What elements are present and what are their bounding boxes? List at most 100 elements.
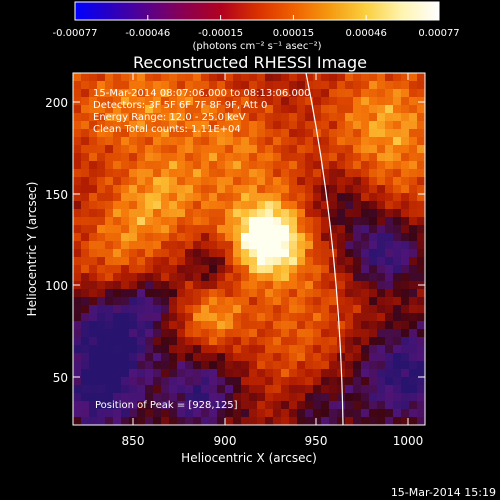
- heatmap-cell: [169, 273, 177, 281]
- heatmap-cell: [105, 249, 113, 257]
- heatmap-cell: [145, 297, 153, 305]
- heatmap-cell: [161, 233, 169, 241]
- heatmap-cell: [177, 385, 185, 393]
- heatmap-cell: [393, 369, 401, 377]
- heatmap-cell: [289, 193, 297, 201]
- heatmap-cell: [177, 257, 185, 265]
- heatmap-cell: [409, 169, 417, 177]
- heatmap-cell: [89, 121, 97, 129]
- heatmap-cell: [217, 401, 225, 409]
- heatmap-cell: [329, 377, 337, 385]
- heatmap-cell: [401, 241, 409, 249]
- heatmap-cell: [417, 345, 425, 353]
- heatmap-cell: [185, 113, 193, 121]
- heatmap-cell: [393, 97, 401, 105]
- heatmap-cell: [209, 417, 217, 425]
- heatmap-cell: [297, 97, 305, 105]
- heatmap-cell: [321, 73, 329, 81]
- heatmap-cell: [129, 281, 137, 289]
- heatmap-cell: [257, 185, 265, 193]
- heatmap-cell: [393, 321, 401, 329]
- heatmap-cell: [105, 145, 113, 153]
- heatmap-cell: [201, 345, 209, 353]
- heatmap-cell: [193, 337, 201, 345]
- heatmap-cell: [289, 385, 297, 393]
- heatmap-cell: [337, 81, 345, 89]
- heatmap-cell: [329, 193, 337, 201]
- heatmap-cell: [297, 217, 305, 225]
- heatmap-cell: [265, 377, 273, 385]
- heatmap-cell: [161, 393, 169, 401]
- heatmap-cell: [161, 209, 169, 217]
- heatmap-cell: [153, 265, 161, 273]
- heatmap-cell: [241, 297, 249, 305]
- heatmap-cell: [153, 81, 161, 89]
- heatmap-cell: [145, 209, 153, 217]
- heatmap-cell: [353, 337, 361, 345]
- heatmap-cell: [305, 209, 313, 217]
- heatmap-cell: [345, 273, 353, 281]
- heatmap-cell: [289, 257, 297, 265]
- heatmap-cell: [225, 129, 233, 137]
- heatmap-cell: [201, 409, 209, 417]
- heatmap-cell: [289, 401, 297, 409]
- heatmap-cell: [97, 145, 105, 153]
- heatmap-cell: [409, 409, 417, 417]
- heatmap-cell: [193, 105, 201, 113]
- heatmap-cell: [337, 209, 345, 217]
- heatmap-cell: [345, 337, 353, 345]
- heatmap-cell: [289, 409, 297, 417]
- heatmap-cell: [401, 297, 409, 305]
- heatmap-cell: [177, 353, 185, 361]
- heatmap-cell: [185, 417, 193, 425]
- heatmap-cell: [145, 369, 153, 377]
- heatmap-cell: [169, 257, 177, 265]
- heatmap-cell: [129, 89, 137, 97]
- heatmap-cell: [233, 345, 241, 353]
- heatmap-cell: [337, 321, 345, 329]
- heatmap-cell: [297, 305, 305, 313]
- heatmap-cell: [113, 233, 121, 241]
- heatmap-cell: [401, 281, 409, 289]
- heatmap-cell: [209, 369, 217, 377]
- heatmap-cell: [321, 201, 329, 209]
- heatmap-cell: [329, 361, 337, 369]
- heatmap-cell: [313, 169, 321, 177]
- heatmap-cell: [257, 377, 265, 385]
- heatmap-cell: [201, 361, 209, 369]
- heatmap-cell: [217, 201, 225, 209]
- heatmap-cell: [145, 281, 153, 289]
- heatmap-cell: [393, 281, 401, 289]
- heatmap-cell: [345, 321, 353, 329]
- heatmap-cell: [97, 289, 105, 297]
- heatmap-cell: [169, 193, 177, 201]
- heatmap-cell: [313, 185, 321, 193]
- heatmap-cell: [241, 129, 249, 137]
- heatmap-cell: [297, 345, 305, 353]
- heatmap-cell: [145, 409, 153, 417]
- heatmap-cell: [257, 401, 265, 409]
- heatmap-cell: [177, 193, 185, 201]
- heatmap-cell: [265, 305, 273, 313]
- heatmap-cell: [73, 113, 81, 121]
- heatmap-cell: [97, 73, 105, 81]
- heatmap-cell: [393, 113, 401, 121]
- heatmap-cell: [161, 265, 169, 273]
- heatmap-cell: [273, 273, 281, 281]
- heatmap-cell: [377, 353, 385, 361]
- heatmap-cell: [345, 329, 353, 337]
- heatmap-cell: [265, 145, 273, 153]
- heatmap-cell: [185, 329, 193, 337]
- heatmap-cell: [257, 217, 265, 225]
- heatmap-cell: [169, 105, 177, 113]
- heatmap-cell: [409, 161, 417, 169]
- heatmap-cell: [145, 97, 153, 105]
- heatmap-cell: [409, 201, 417, 209]
- heatmap-cell: [265, 241, 273, 249]
- heatmap-cell: [177, 217, 185, 225]
- heatmap-cell: [273, 209, 281, 217]
- heatmap-cell: [73, 73, 81, 81]
- heatmap-cell: [305, 337, 313, 345]
- heatmap-cell: [113, 185, 121, 193]
- heatmap-cell: [105, 305, 113, 313]
